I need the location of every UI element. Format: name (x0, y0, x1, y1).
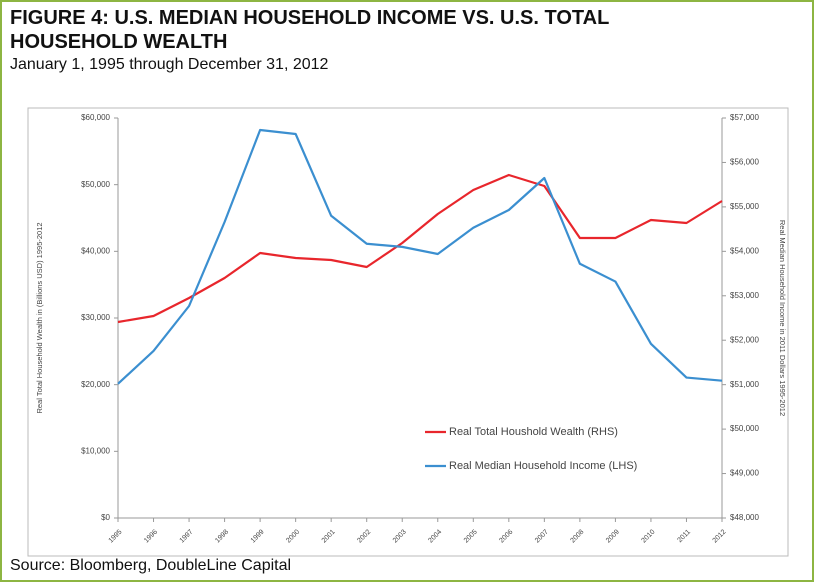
x-tick-label: 2001 (321, 529, 337, 545)
y2-tick-label: $55,000 (730, 202, 759, 211)
plot-frame (27, 107, 789, 557)
y-tick-label: $20,000 (81, 380, 110, 389)
legend-label: Real Total Houshold Wealth (RHS) (449, 426, 618, 438)
y-tick-label: $40,000 (81, 246, 110, 255)
y-tick-label: $30,000 (81, 313, 110, 322)
x-tick-label: 1999 (250, 529, 266, 545)
y2-tick-label: $52,000 (730, 335, 759, 344)
y-tick-label: $60,000 (81, 113, 110, 122)
y2-tick-label: $49,000 (730, 469, 759, 478)
y-tick-label: $50,000 (81, 180, 110, 189)
x-tick-label: 1997 (179, 529, 195, 545)
x-tick-label: 2009 (605, 529, 621, 545)
x-tick-label: 2007 (534, 529, 550, 545)
y-tick-label: $10,000 (81, 446, 110, 455)
source: Source: Bloomberg, DoubleLine Capital (10, 557, 292, 574)
x-tick-label: 1996 (143, 529, 159, 545)
chart-title: FIGURE 4: U.S. MEDIAN HOUSEHOLD INCOME V… (10, 7, 609, 53)
y2-tick-label: $56,000 (730, 158, 759, 167)
x-tick-label: 2002 (356, 529, 372, 545)
y2-tick-label: $48,000 (730, 513, 759, 522)
x-tick-label: 2003 (392, 529, 408, 545)
x-tick-label: 2000 (285, 529, 301, 545)
x-tick-label: 2005 (463, 529, 479, 545)
x-tick-label: 2006 (498, 529, 514, 545)
series-line (117, 128, 723, 385)
x-tick-label: 1995 (108, 529, 124, 545)
x-tick-label: 2011 (676, 529, 692, 545)
series-line (117, 173, 723, 324)
y-tick-label: $0 (101, 513, 110, 522)
x-tick-label: 2004 (427, 529, 443, 545)
y2-tick-label: $57,000 (730, 113, 759, 122)
y2-tick-label: $50,000 (730, 424, 759, 433)
x-tick-label: 2010 (641, 529, 657, 545)
x-tick-label: 2012 (712, 529, 728, 545)
x-tick-label: 1998 (214, 529, 230, 545)
y2-tick-label: $51,000 (730, 380, 759, 389)
legend-label: Real Median Household Income (LHS) (449, 460, 637, 472)
chart-subtitle: January 1, 1995 through December 31, 201… (10, 56, 329, 73)
y2-tick-label: $53,000 (730, 291, 759, 300)
y2-axis-label: Real Median Household Income in 2011 Dol… (778, 220, 787, 416)
x-tick-label: 2008 (569, 529, 585, 545)
y-axis-label: Real Total Household Wealth in (Billions… (35, 222, 44, 413)
y2-tick-label: $54,000 (730, 246, 759, 255)
